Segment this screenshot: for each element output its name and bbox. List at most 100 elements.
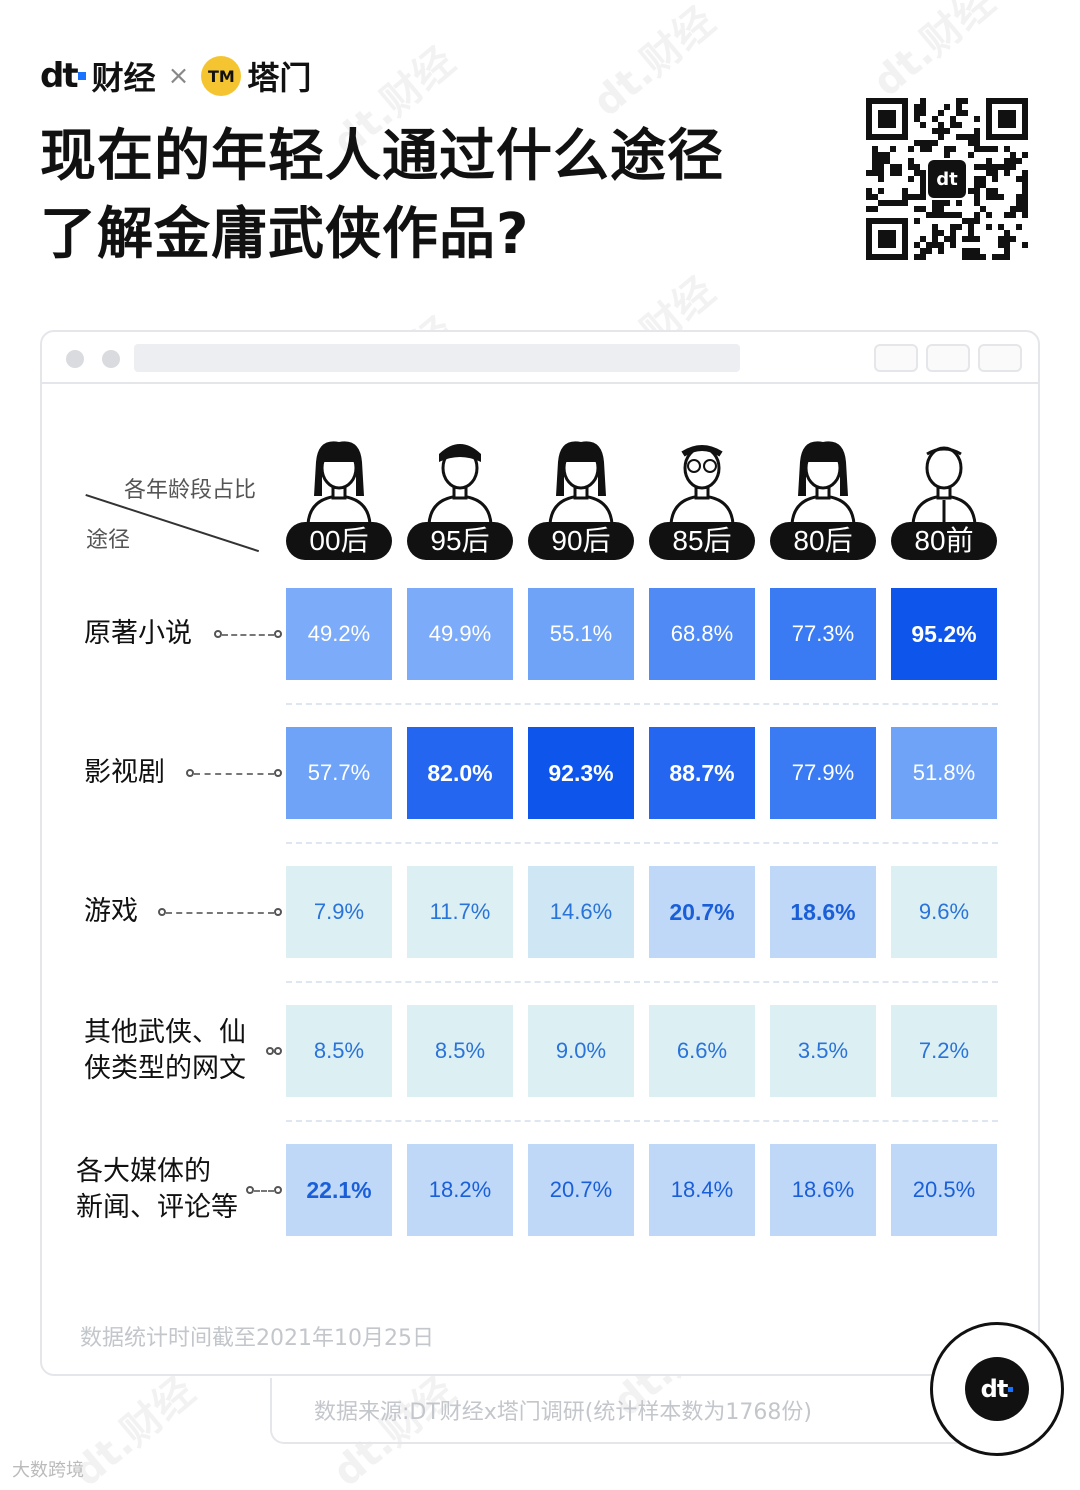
row-separator (286, 703, 998, 705)
heatmap-cell: 20.5% (891, 1144, 997, 1236)
heatmap-cell: 49.9% (407, 588, 513, 680)
row-separator (286, 981, 998, 983)
heatmap-cell: 55.1% (528, 588, 634, 680)
page-title: 现在的年轻人通过什么途径 了解金庸武侠作品? (40, 118, 800, 274)
row-label: 各大媒体的 新闻、评论等 (76, 1156, 238, 1223)
heatmap-cell: 82.0% (407, 727, 513, 819)
heatmap-cell: 92.3% (528, 727, 634, 819)
qr-code-icon[interactable]: dt (866, 98, 1028, 260)
heatmap-cell: 9.0% (528, 1005, 634, 1097)
heatmap-cell: 3.5% (770, 1005, 876, 1097)
dt-badge-icon: dt (930, 1322, 1064, 1456)
heatmap-cell: 95.2% (891, 588, 997, 680)
row-connector-dot (274, 1047, 282, 1055)
heatmap-cell: 11.7% (407, 866, 513, 958)
tamen-brand-name: 塔门 (247, 59, 312, 97)
heatmap-cell: 68.8% (649, 588, 755, 680)
row-connector-dot (274, 908, 282, 916)
row-connector (166, 912, 274, 914)
heatmap-cell: 77.3% (770, 588, 876, 680)
badge-text: dt (980, 1375, 1009, 1403)
data-time-note: 数据统计时间截至2021年10月25日 (80, 1326, 434, 1351)
window-close-icon (66, 350, 84, 368)
column-header: 90后 (528, 440, 634, 560)
column-header: 80前 (891, 440, 997, 560)
dt-logo-dot (77, 72, 86, 80)
heatmap-cell: 8.5% (286, 1005, 392, 1097)
heatmap-cell: 14.6% (528, 866, 634, 958)
row-connector-dot (158, 908, 166, 916)
person-icon (427, 444, 493, 524)
person-icon (548, 441, 614, 524)
age-group-label: 95后 (407, 522, 513, 560)
row-connector (254, 1190, 274, 1192)
row-label: 其他武侠、仙 侠类型的网文 (84, 1017, 246, 1084)
dt-logo: dt (40, 56, 79, 96)
row-separator (286, 1120, 998, 1122)
heatmap-cell: 57.7% (286, 727, 392, 819)
heatmap-cell: 7.9% (286, 866, 392, 958)
column-header: 95后 (407, 440, 513, 560)
data-source: 数据来源:DT财经x塔门调研(统计样本数为1768份) (314, 1400, 812, 1425)
title-line-1: 现在的年轻人通过什么途径 (40, 124, 724, 189)
row-connector (222, 634, 274, 636)
legend-rows-label: 途径 (86, 528, 131, 553)
heatmap-cell: 20.7% (649, 866, 755, 958)
column-header: 85后 (649, 440, 755, 560)
dt-brand-name: 财经 (91, 59, 156, 97)
heatmap-cell: 20.7% (528, 1144, 634, 1236)
brand-separator: × (167, 61, 190, 91)
heatmap-cell: 9.6% (891, 866, 997, 958)
row-label: 原著小说 (84, 618, 192, 649)
row-separator (286, 842, 998, 844)
person-icon (669, 445, 735, 524)
brand-row: dt 财经 × TM 塔门 (40, 56, 312, 97)
age-group-label: 85后 (649, 522, 755, 560)
heatmap-cell: 18.4% (649, 1144, 755, 1236)
column-header: 80后 (770, 440, 876, 560)
title-line-2: 了解金庸武侠作品? (40, 202, 530, 267)
row-connector-dot (274, 769, 282, 777)
url-bar (134, 344, 740, 372)
heatmap-cell: 51.8% (891, 727, 997, 819)
heatmap-cell: 18.6% (770, 1144, 876, 1236)
heatmap-cell: 18.2% (407, 1144, 513, 1236)
heatmap-cell: 49.2% (286, 588, 392, 680)
heatmap-cell: 18.6% (770, 866, 876, 958)
age-group-label: 80前 (891, 522, 997, 560)
watermark-text: dt.财经 (584, 0, 724, 126)
heatmap-cell: 8.5% (407, 1005, 513, 1097)
record-icon (874, 344, 918, 372)
row-label: 游戏 (84, 896, 138, 927)
watermark-text: dt.财经 (864, 0, 1004, 106)
age-group-label: 80后 (770, 522, 876, 560)
column-header: 00后 (286, 440, 392, 560)
row-label: 影视剧 (84, 757, 165, 788)
person-icon (306, 441, 372, 524)
heatmap-cell: 6.6% (649, 1005, 755, 1097)
row-connector-dot (274, 630, 282, 638)
row-connector-dot (274, 1186, 282, 1194)
browser-toolbar (42, 332, 1038, 384)
heatmap-cell: 22.1% (286, 1144, 392, 1236)
tamen-logo-icon: TM (201, 56, 242, 96)
row-connector-dot (214, 630, 222, 638)
age-group-label: 90后 (528, 522, 634, 560)
heatmap-cell: 88.7% (649, 727, 755, 819)
copy-icon (978, 344, 1022, 372)
heatmap-cell: 77.9% (770, 727, 876, 819)
row-connector (194, 773, 274, 775)
row-connector-dot (186, 769, 194, 777)
credit-text: 大数跨境 (12, 1460, 84, 1481)
age-group-label: 00后 (286, 522, 392, 560)
row-connector-dot (246, 1186, 254, 1194)
share-icon (926, 344, 970, 372)
person-icon (911, 446, 977, 524)
heatmap-cell: 7.2% (891, 1005, 997, 1097)
tamen-logo-mark: TM (207, 66, 235, 86)
svg-text:dt: dt (936, 169, 958, 190)
person-icon (790, 441, 856, 524)
row-connector-dot (266, 1047, 274, 1055)
window-minimize-icon (102, 350, 120, 368)
legend-columns-label: 各年龄段占比 (124, 478, 257, 503)
